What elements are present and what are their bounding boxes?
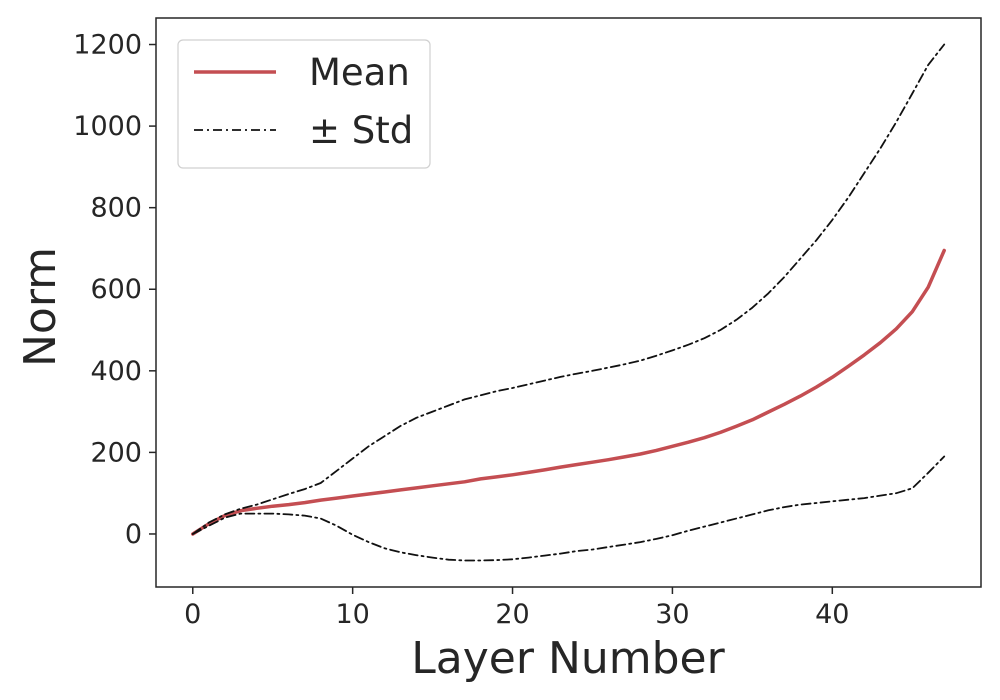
plot-area-frame (155, 17, 982, 588)
x-tick-label: 20 (495, 599, 529, 630)
series-line-std-upper (191, 43, 946, 535)
y-axis-title: Norm (15, 247, 66, 367)
y-tick-label: 1200 (73, 30, 142, 61)
x-tick-label: 0 (184, 599, 201, 630)
legend: Mean ± Std (177, 39, 431, 169)
legend-label: ± Std (309, 109, 413, 152)
series-line-mean (191, 248, 946, 536)
x-tick-label: 10 (335, 599, 369, 630)
legend-label: Mean (309, 51, 410, 94)
y-tick-label: 200 (90, 437, 142, 468)
y-tick-label: 1000 (73, 111, 142, 142)
x-tick-label: 40 (815, 599, 849, 630)
series-line-std-lower (191, 455, 946, 562)
y-tick-label: 800 (90, 193, 142, 224)
y-tick-label: 400 (90, 356, 142, 387)
x-tick-label: 30 (655, 599, 689, 630)
x-axis-title: Layer Number (411, 633, 725, 684)
y-tick-label: 0 (125, 519, 142, 550)
y-tick-label: 600 (90, 274, 142, 305)
